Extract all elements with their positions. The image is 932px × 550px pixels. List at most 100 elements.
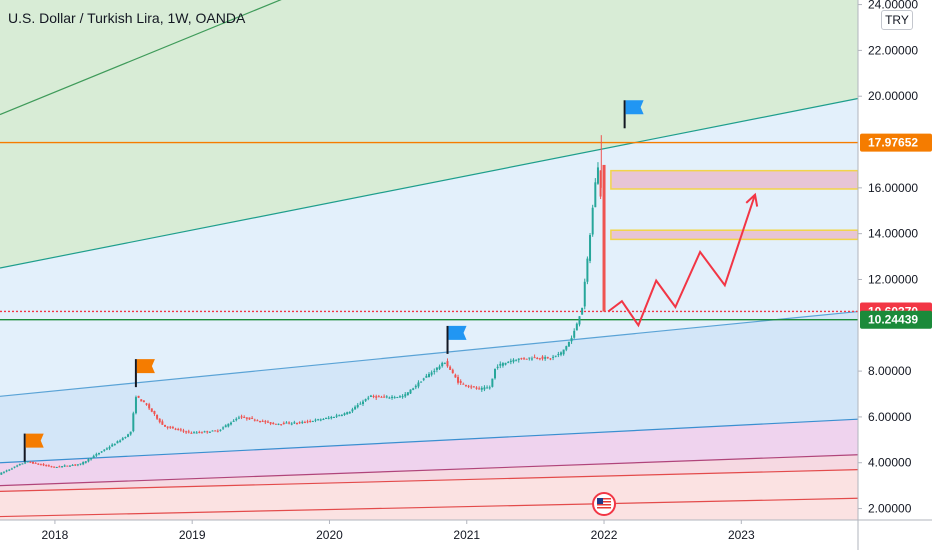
candle-body: [343, 413, 346, 415]
candle-body: [13, 466, 16, 468]
candle-body: [364, 399, 367, 401]
y-tick-label: 8.00000: [868, 364, 912, 378]
candle-body: [256, 420, 259, 422]
candle-body: [367, 397, 370, 399]
candle-body: [512, 359, 515, 362]
candlestick-series: [0, 135, 606, 475]
candle-body: [148, 404, 151, 409]
candle-body: [496, 366, 499, 368]
candle-body: [435, 367, 438, 370]
candle-body: [541, 356, 544, 359]
candle-body: [525, 358, 528, 360]
candle-body: [441, 362, 444, 367]
y-tick-label: 16.00000: [868, 181, 918, 195]
us-flag-stripe: [597, 498, 612, 500]
candle-body: [536, 357, 539, 359]
candle-body: [589, 235, 592, 261]
x-tick-label: 2018: [42, 528, 69, 542]
candle-body: [32, 462, 34, 464]
candle-body: [462, 383, 465, 385]
candle-body: [240, 416, 243, 418]
target-zone-1: [610, 169, 859, 190]
candle-body: [552, 356, 555, 358]
trend-lines: [0, 0, 859, 518]
candle-body: [79, 463, 82, 465]
candle-body: [71, 464, 74, 466]
candle-body: [39, 464, 42, 466]
candle-body: [158, 418, 161, 423]
candle-body: [369, 395, 372, 397]
candle-body: [335, 415, 338, 417]
candle-body: [66, 465, 69, 467]
y-tick-label: 14.00000: [868, 227, 918, 241]
candle-body: [164, 424, 166, 427]
candle-body: [480, 387, 483, 390]
candle-body: [398, 396, 401, 398]
candle-body: [82, 462, 85, 465]
candle-body: [314, 419, 317, 421]
candle-body: [280, 424, 283, 426]
candle-body: [346, 412, 349, 415]
x-tick-label: 2022: [591, 528, 618, 542]
target-zones: [610, 169, 859, 241]
candle-body: [272, 422, 275, 424]
us-flag-stripe: [597, 507, 612, 509]
candle-body: [377, 396, 380, 398]
candle-body: [330, 417, 333, 419]
candle-body: [251, 417, 254, 419]
candle-body: [467, 385, 470, 387]
candle-body: [127, 434, 130, 437]
candle-body: [232, 420, 235, 422]
candle-body: [95, 454, 98, 456]
candle-body: [303, 422, 306, 424]
candle-body: [504, 362, 507, 365]
blue-zone-fill: [0, 311, 858, 463]
candle-body: [124, 437, 127, 439]
candle-body: [486, 387, 489, 389]
candle-body: [245, 417, 248, 419]
target-zone-2: [610, 229, 859, 241]
candle-body: [8, 469, 11, 471]
us-flag-stripe: [597, 501, 612, 503]
y-tick-label: 12.00000: [868, 272, 918, 286]
candle-body: [274, 423, 277, 425]
trend-line-green-upper: [0, 0, 282, 116]
candle-body: [570, 337, 573, 342]
candle-body: [179, 429, 182, 431]
candle-body: [116, 441, 119, 444]
candle-body: [319, 419, 322, 421]
y-tick-label: 6.00000: [868, 410, 912, 424]
candle-body: [583, 281, 586, 307]
us-flag-stripe: [597, 504, 612, 506]
candle-body: [47, 465, 50, 467]
candle-body: [309, 420, 312, 422]
candle-body: [24, 462, 27, 464]
x-tick-label: 2020: [316, 528, 343, 542]
candle-body: [491, 378, 494, 387]
candle-body: [451, 369, 454, 374]
candle-body: [203, 431, 206, 433]
candle-body: [235, 418, 238, 421]
flag-marker-1: [23, 433, 44, 462]
candle-body: [354, 406, 357, 410]
candle-body: [446, 361, 449, 367]
candle-body: [306, 421, 309, 423]
candle-body: [406, 392, 409, 396]
candle-body: [243, 416, 246, 418]
candle-body: [457, 377, 460, 383]
flag-icon: [25, 433, 44, 448]
green-zone-fill: [0, 0, 858, 268]
candle-body: [538, 358, 541, 360]
us-flag-canton: [597, 498, 604, 504]
candle-body: [0, 472, 3, 475]
candle-body: [103, 449, 106, 451]
currency-button[interactable]: TRY: [881, 10, 913, 30]
candle-body: [169, 426, 172, 428]
candle-body: [449, 366, 452, 370]
flag-marker-2: [134, 359, 155, 388]
candle-body: [596, 167, 599, 184]
rose-zone-fill: [0, 454, 858, 492]
candle-body: [560, 352, 562, 355]
y-tick-label: 20.00000: [868, 89, 918, 103]
